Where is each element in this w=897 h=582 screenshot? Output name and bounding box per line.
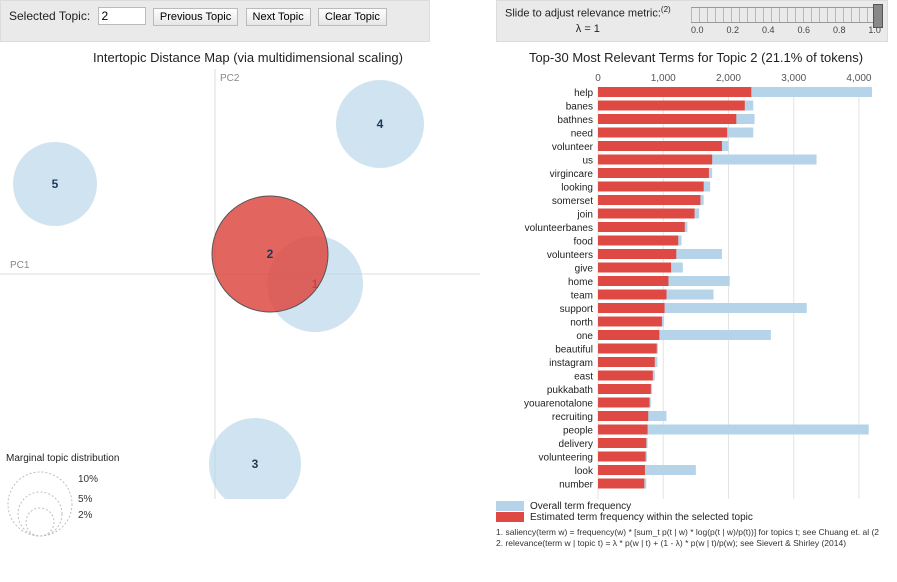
relevance-slider-panel: Slide to adjust relevance metric:(2) λ =… [496,0,888,42]
legend-topic: Estimated term frequency within the sele… [530,512,753,523]
svg-text:0: 0 [595,73,601,84]
svg-text:3,000: 3,000 [781,73,806,84]
term-label[interactable]: east [574,372,593,383]
bar-topic[interactable] [598,155,712,165]
term-label[interactable]: us [582,156,593,167]
bar-topic[interactable] [598,182,704,192]
marginal-title: Marginal topic distribution [6,453,136,464]
bar-topic[interactable] [598,411,648,421]
svg-text:5%: 5% [78,494,93,505]
term-label[interactable]: number [559,480,594,491]
bar-topic[interactable] [598,276,668,286]
term-label[interactable]: one [576,331,593,342]
term-label[interactable]: volunteering [539,453,593,464]
topic-label-5: 5 [52,177,59,191]
slider-label: Slide to adjust relevance metric: [505,8,661,20]
bar-topic[interactable] [598,465,645,475]
term-label[interactable]: give [575,264,594,275]
bar-topic[interactable] [598,101,745,111]
term-label[interactable]: help [574,88,593,99]
svg-text:10%: 10% [78,474,98,485]
term-label[interactable]: look [575,466,594,477]
term-label[interactable]: home [568,277,593,288]
bar-topic[interactable] [598,114,736,124]
topic-label-4: 4 [377,117,384,131]
term-label[interactable]: recruiting [552,412,593,423]
bars-legend: Overall term frequency Estimated term fr… [496,501,896,523]
term-label[interactable]: bathnes [557,115,593,126]
bar-topic[interactable] [598,168,709,178]
bar-topic[interactable] [598,438,646,448]
footnotes: 1. saliency(term w) = frequency(w) * [su… [496,527,896,549]
map-title: Intertopic Distance Map (via multidimens… [0,50,496,65]
svg-text:2,000: 2,000 [716,73,741,84]
term-label[interactable]: volunteers [547,250,593,261]
bar-topic[interactable] [598,222,685,232]
clear-topic-button[interactable]: Clear Topic [318,8,387,26]
topic-label-3: 3 [252,457,259,471]
svg-text:4,000: 4,000 [846,73,871,84]
term-label[interactable]: food [574,237,593,248]
bar-topic[interactable] [598,303,665,313]
bar-topic[interactable] [598,357,655,367]
selected-topic-input[interactable] [98,7,146,25]
svg-text:PC1: PC1 [10,260,30,271]
term-label[interactable]: banes [566,102,593,113]
term-label[interactable]: looking [561,183,593,194]
bar-topic[interactable] [598,209,695,219]
bar-topic[interactable] [598,398,650,408]
slider-footnote-ref: (2) [661,5,671,14]
term-label[interactable]: delivery [559,439,593,450]
legend-overall: Overall term frequency [530,501,631,512]
term-label[interactable]: team [571,291,593,302]
bar-topic[interactable] [598,141,722,151]
bar-topic[interactable] [598,344,657,354]
slider-ticks: 0.00.20.40.60.81.0 [691,25,881,35]
bar-topic[interactable] [598,128,727,138]
marginal-distribution-legend: Marginal topic distribution 2% 5% 10% [6,453,136,547]
bar-topic[interactable] [598,452,646,462]
bar-topic[interactable] [598,479,644,489]
bar-topic[interactable] [598,195,700,205]
term-label[interactable]: youarenotalone [524,399,593,410]
previous-topic-button[interactable]: Previous Topic [153,8,238,26]
bar-topic[interactable] [598,317,662,327]
topic-controls-panel: Selected Topic: Previous Topic Next Topi… [0,0,430,42]
term-label[interactable]: volunteerbanes [525,223,593,234]
term-label[interactable]: volunteer [552,142,594,153]
bar-topic[interactable] [598,425,648,435]
term-label[interactable]: instagram [549,358,593,369]
bar-topic[interactable] [598,236,678,246]
next-topic-button[interactable]: Next Topic [246,8,311,26]
bar-topic[interactable] [598,330,659,340]
svg-text:PC2: PC2 [220,73,240,84]
term-label[interactable]: join [576,210,593,221]
bar-topic[interactable] [598,290,667,300]
lambda-value: λ = 1 [505,22,671,37]
bar-topic[interactable] [598,384,651,394]
svg-text:2%: 2% [78,510,93,521]
term-label[interactable]: people [563,426,593,437]
intertopic-map: PC1PC212345 [0,69,480,499]
relevance-slider[interactable] [691,7,881,23]
selected-topic-label: Selected Topic: [9,9,90,23]
bar-topic[interactable] [598,249,676,259]
term-label[interactable]: beautiful [555,345,593,356]
svg-text:1,000: 1,000 [651,73,676,84]
term-label[interactable]: pukkabath [547,385,593,396]
term-label[interactable]: north [570,318,593,329]
term-bars-chart: 0 1,000 2,000 3,000 4,000 help banes bathnes nee… [496,69,876,499]
term-label[interactable]: virgincare [550,169,594,180]
bar-topic[interactable] [598,263,671,273]
term-label[interactable]: somerset [552,196,593,207]
bars-title: Top-30 Most Relevant Terms for Topic 2 (… [496,50,896,65]
term-label[interactable]: support [560,304,594,315]
bar-topic[interactable] [598,87,751,97]
bar-topic[interactable] [598,371,653,381]
slider-handle[interactable] [873,4,883,28]
term-label[interactable]: need [571,129,593,140]
topic-label-2: 2 [267,247,274,261]
